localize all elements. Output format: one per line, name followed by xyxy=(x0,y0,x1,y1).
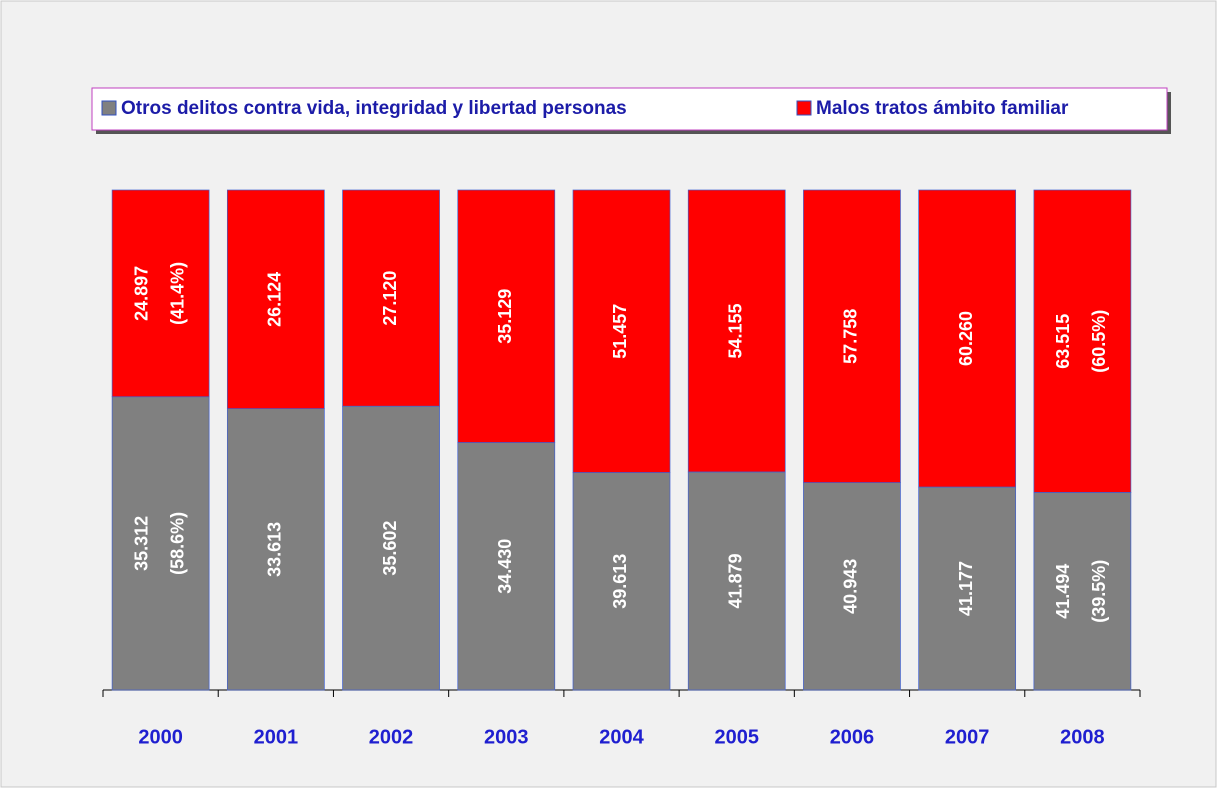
x-tick-label: 2002 xyxy=(369,726,414,748)
data-label: 41.494 xyxy=(1053,564,1073,619)
x-tick-label: 2008 xyxy=(1060,726,1105,748)
bar-segment xyxy=(111,396,210,691)
data-label: 35.602 xyxy=(380,521,400,576)
percent-label: (58.6%) xyxy=(167,512,187,575)
bar-segment xyxy=(226,189,325,410)
bar-segment xyxy=(572,189,671,473)
data-label: 41.879 xyxy=(725,553,745,608)
percent-label: (39.5%) xyxy=(1089,560,1109,623)
data-label: 63.515 xyxy=(1053,314,1073,369)
bar-segment xyxy=(342,405,440,691)
data-label: 40.943 xyxy=(841,559,861,614)
bar-segment xyxy=(803,189,901,483)
data-label: 33.613 xyxy=(265,522,285,577)
legend-swatch xyxy=(796,100,812,116)
data-label: 41.177 xyxy=(956,561,976,616)
x-tick-label: 2006 xyxy=(830,726,875,748)
bar-segment xyxy=(918,486,1017,691)
bar-segment xyxy=(687,471,786,691)
bar-segment xyxy=(342,189,440,407)
bar-segment xyxy=(457,442,556,691)
x-tick-label: 2005 xyxy=(714,726,759,748)
legend-label: Malos tratos ámbito familiar xyxy=(816,98,1069,119)
data-label: 34.430 xyxy=(495,539,515,594)
data-label: 51.457 xyxy=(610,304,630,359)
data-label: 24.897 xyxy=(131,266,151,321)
data-label: 35.312 xyxy=(131,516,151,571)
data-label: 27.120 xyxy=(380,271,400,326)
bar-segment xyxy=(803,482,901,691)
bar-segment xyxy=(687,189,786,473)
bar-segment xyxy=(1033,492,1132,691)
x-tick-label: 2000 xyxy=(138,726,183,748)
bar-segment xyxy=(918,189,1017,488)
bar-segment xyxy=(226,408,325,691)
percent-label: (60.5%) xyxy=(1089,310,1109,373)
data-label: 57.758 xyxy=(841,309,861,364)
x-tick-label: 2003 xyxy=(484,726,529,748)
x-tick-label: 2001 xyxy=(254,726,299,748)
legend-box xyxy=(91,87,1168,131)
data-label: 54.155 xyxy=(725,303,745,358)
x-tick-label: 2007 xyxy=(945,726,990,748)
x-tick-label: 2004 xyxy=(599,726,644,748)
legend-swatch xyxy=(101,100,117,116)
bar-segment xyxy=(111,189,210,398)
bar-segment xyxy=(1033,189,1132,493)
data-label: 35.129 xyxy=(495,289,515,344)
percent-label: (41.4%) xyxy=(167,262,187,325)
data-label: 39.613 xyxy=(610,554,630,609)
bar-segment xyxy=(457,189,556,443)
data-label: 60.260 xyxy=(956,311,976,366)
legend-label: Otros delitos contra vida, integridad y … xyxy=(121,98,627,119)
data-label: 26.124 xyxy=(265,272,285,327)
bar-segment xyxy=(572,472,671,691)
